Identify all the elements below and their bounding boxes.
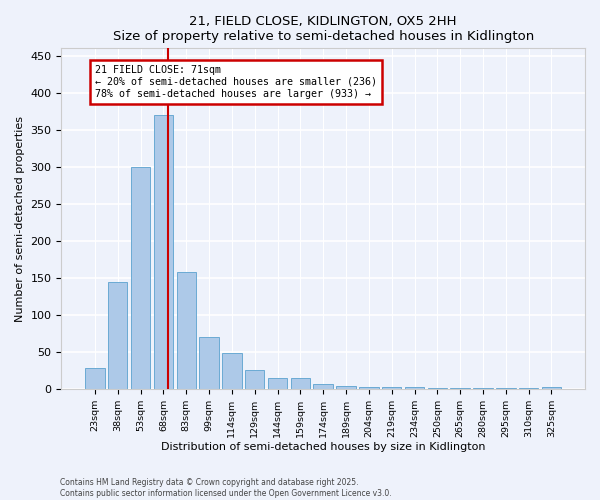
Bar bbox=[199, 337, 219, 389]
Bar bbox=[290, 378, 310, 389]
Bar bbox=[154, 115, 173, 389]
Bar bbox=[337, 386, 356, 389]
Bar bbox=[519, 388, 538, 389]
Y-axis label: Number of semi-detached properties: Number of semi-detached properties bbox=[15, 116, 25, 322]
Bar bbox=[85, 368, 104, 389]
Bar bbox=[131, 167, 150, 389]
Bar bbox=[496, 388, 515, 389]
X-axis label: Distribution of semi-detached houses by size in Kidlington: Distribution of semi-detached houses by … bbox=[161, 442, 485, 452]
Bar bbox=[382, 386, 401, 389]
Bar bbox=[313, 384, 333, 389]
Title: 21, FIELD CLOSE, KIDLINGTON, OX5 2HH
Size of property relative to semi-detached : 21, FIELD CLOSE, KIDLINGTON, OX5 2HH Siz… bbox=[113, 15, 534, 43]
Bar bbox=[473, 388, 493, 389]
Bar bbox=[405, 388, 424, 389]
Bar bbox=[108, 282, 127, 389]
Bar bbox=[542, 386, 561, 389]
Bar bbox=[428, 388, 447, 389]
Text: 21 FIELD CLOSE: 71sqm
← 20% of semi-detached houses are smaller (236)
78% of sem: 21 FIELD CLOSE: 71sqm ← 20% of semi-deta… bbox=[95, 66, 377, 98]
Bar bbox=[222, 354, 242, 389]
Bar bbox=[451, 388, 470, 389]
Bar bbox=[245, 370, 265, 389]
Bar bbox=[359, 386, 379, 389]
Bar bbox=[176, 272, 196, 389]
Bar bbox=[268, 378, 287, 389]
Text: Contains HM Land Registry data © Crown copyright and database right 2025.
Contai: Contains HM Land Registry data © Crown c… bbox=[60, 478, 392, 498]
